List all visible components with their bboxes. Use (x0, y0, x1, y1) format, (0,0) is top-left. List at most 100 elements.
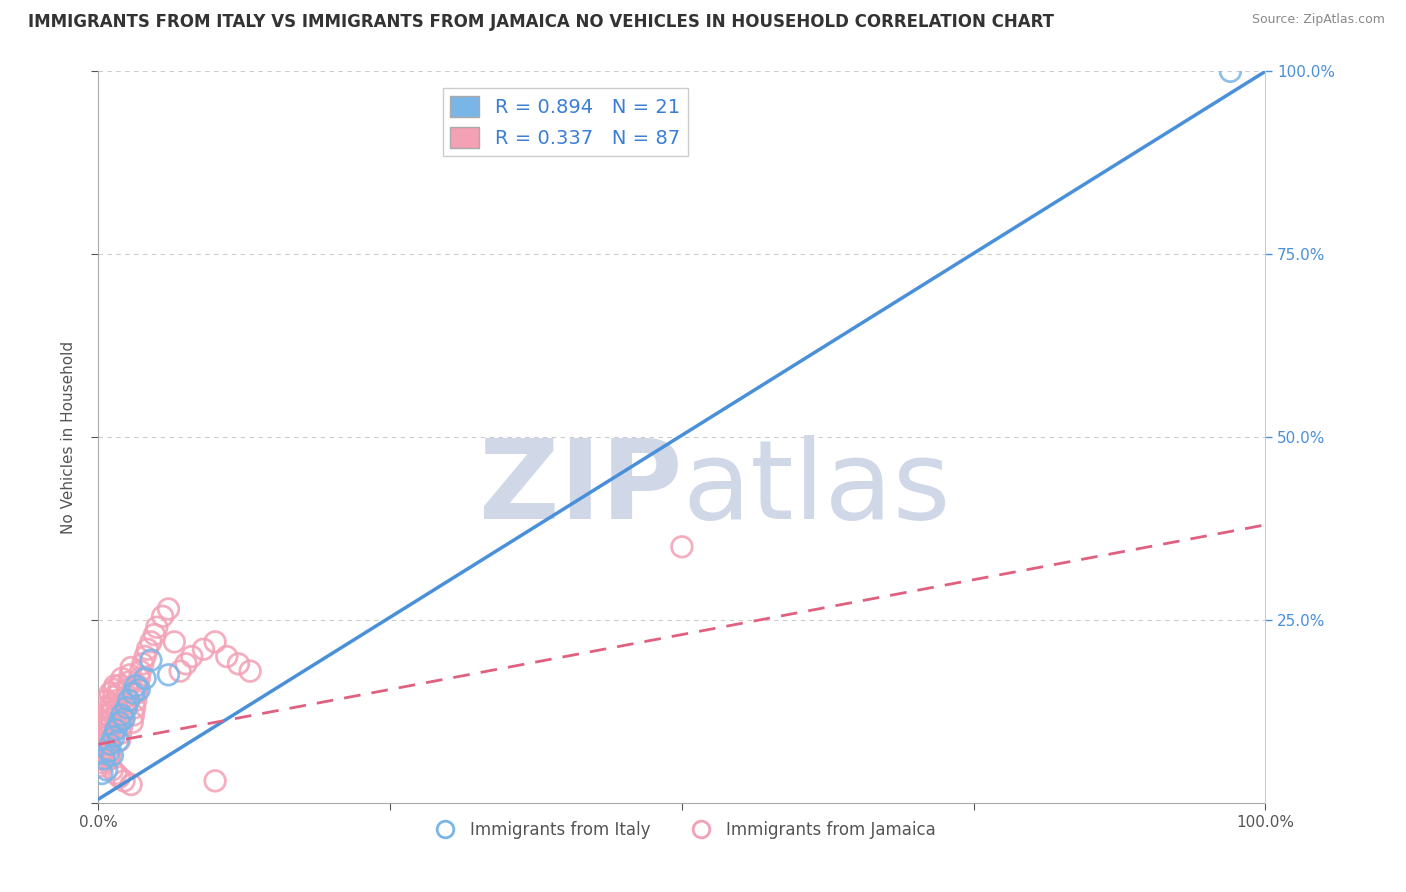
Point (112, 705, 135, 719)
Point (97, 752, 120, 766)
Point (98, 686, 121, 700)
Point (121, 715, 143, 730)
Point (228, 657, 250, 671)
Point (671, 540, 693, 554)
Point (103, 730, 125, 744)
Point (97, 733, 120, 747)
Point (100, 712, 122, 726)
Text: Source: ZipAtlas.com: Source: ZipAtlas.com (1251, 13, 1385, 27)
Point (134, 649, 156, 664)
Point (98, 748, 121, 763)
Point (108, 733, 131, 747)
Point (139, 635, 162, 649)
Point (89, 752, 111, 766)
Point (97, 745, 120, 759)
Point (118, 667, 141, 681)
Point (97, 733, 120, 747)
Point (120, 660, 142, 674)
Point (104, 766, 127, 780)
Point (174, 657, 197, 671)
Point (134, 672, 156, 686)
Point (90, 752, 112, 766)
Point (104, 723, 127, 737)
Point (111, 712, 134, 726)
Point (96, 715, 118, 730)
Point (94, 730, 117, 744)
Point (94, 740, 117, 755)
Point (157, 667, 180, 681)
Point (90, 766, 112, 780)
Point (117, 682, 139, 697)
Point (90, 715, 112, 730)
Point (98, 726, 121, 740)
Point (93, 700, 115, 714)
Point (180, 649, 202, 664)
Point (163, 635, 186, 649)
Point (152, 609, 174, 624)
Point (97, 740, 120, 755)
Point (215, 649, 238, 664)
Point (105, 693, 128, 707)
Point (125, 693, 148, 707)
Point (124, 700, 146, 714)
Point (110, 726, 132, 740)
Point (103, 690, 125, 704)
Point (193, 642, 215, 657)
Point (93, 752, 115, 766)
Point (103, 682, 125, 697)
Point (120, 778, 142, 792)
Point (111, 719, 134, 733)
Point (104, 679, 127, 693)
Point (125, 686, 148, 700)
Point (122, 686, 145, 700)
Text: atlas: atlas (682, 434, 950, 541)
Point (107, 733, 129, 747)
Point (101, 763, 124, 777)
Point (122, 708, 145, 723)
Point (104, 708, 127, 723)
Point (107, 686, 129, 700)
Point (91, 708, 114, 723)
Point (204, 773, 226, 788)
Point (115, 690, 138, 704)
Point (136, 642, 159, 657)
Point (101, 697, 124, 711)
Point (115, 700, 138, 714)
Point (132, 657, 155, 671)
Legend: Immigrants from Italy, Immigrants from Jamaica: Immigrants from Italy, Immigrants from J… (422, 814, 942, 846)
Point (93, 737, 115, 751)
Point (127, 679, 149, 693)
Point (143, 627, 166, 641)
Point (90, 737, 112, 751)
Text: IMMIGRANTS FROM ITALY VS IMMIGRANTS FROM JAMAICA NO VEHICLES IN HOUSEHOLD CORREL: IMMIGRANTS FROM ITALY VS IMMIGRANTS FROM… (28, 13, 1054, 31)
Point (104, 723, 127, 737)
Point (129, 664, 152, 678)
Point (90, 730, 112, 744)
Point (97, 708, 120, 723)
Point (118, 675, 141, 690)
Point (96, 693, 118, 707)
Point (111, 672, 134, 686)
Point (118, 693, 141, 707)
Point (114, 697, 136, 711)
Point (97, 700, 120, 714)
Point (89, 759, 111, 773)
Point (101, 748, 124, 763)
Point (112, 712, 135, 726)
Point (105, 700, 128, 714)
Point (128, 672, 150, 686)
Point (112, 773, 135, 788)
Point (204, 635, 226, 649)
Point (91, 745, 114, 759)
Point (101, 705, 124, 719)
Point (94, 723, 117, 737)
Point (108, 770, 131, 784)
Point (96, 737, 118, 751)
Point (100, 719, 122, 733)
Point (90, 723, 112, 737)
Point (93, 745, 115, 759)
Point (104, 715, 127, 730)
Text: ZIP: ZIP (478, 434, 682, 541)
Point (239, 664, 262, 678)
Point (96, 763, 118, 777)
